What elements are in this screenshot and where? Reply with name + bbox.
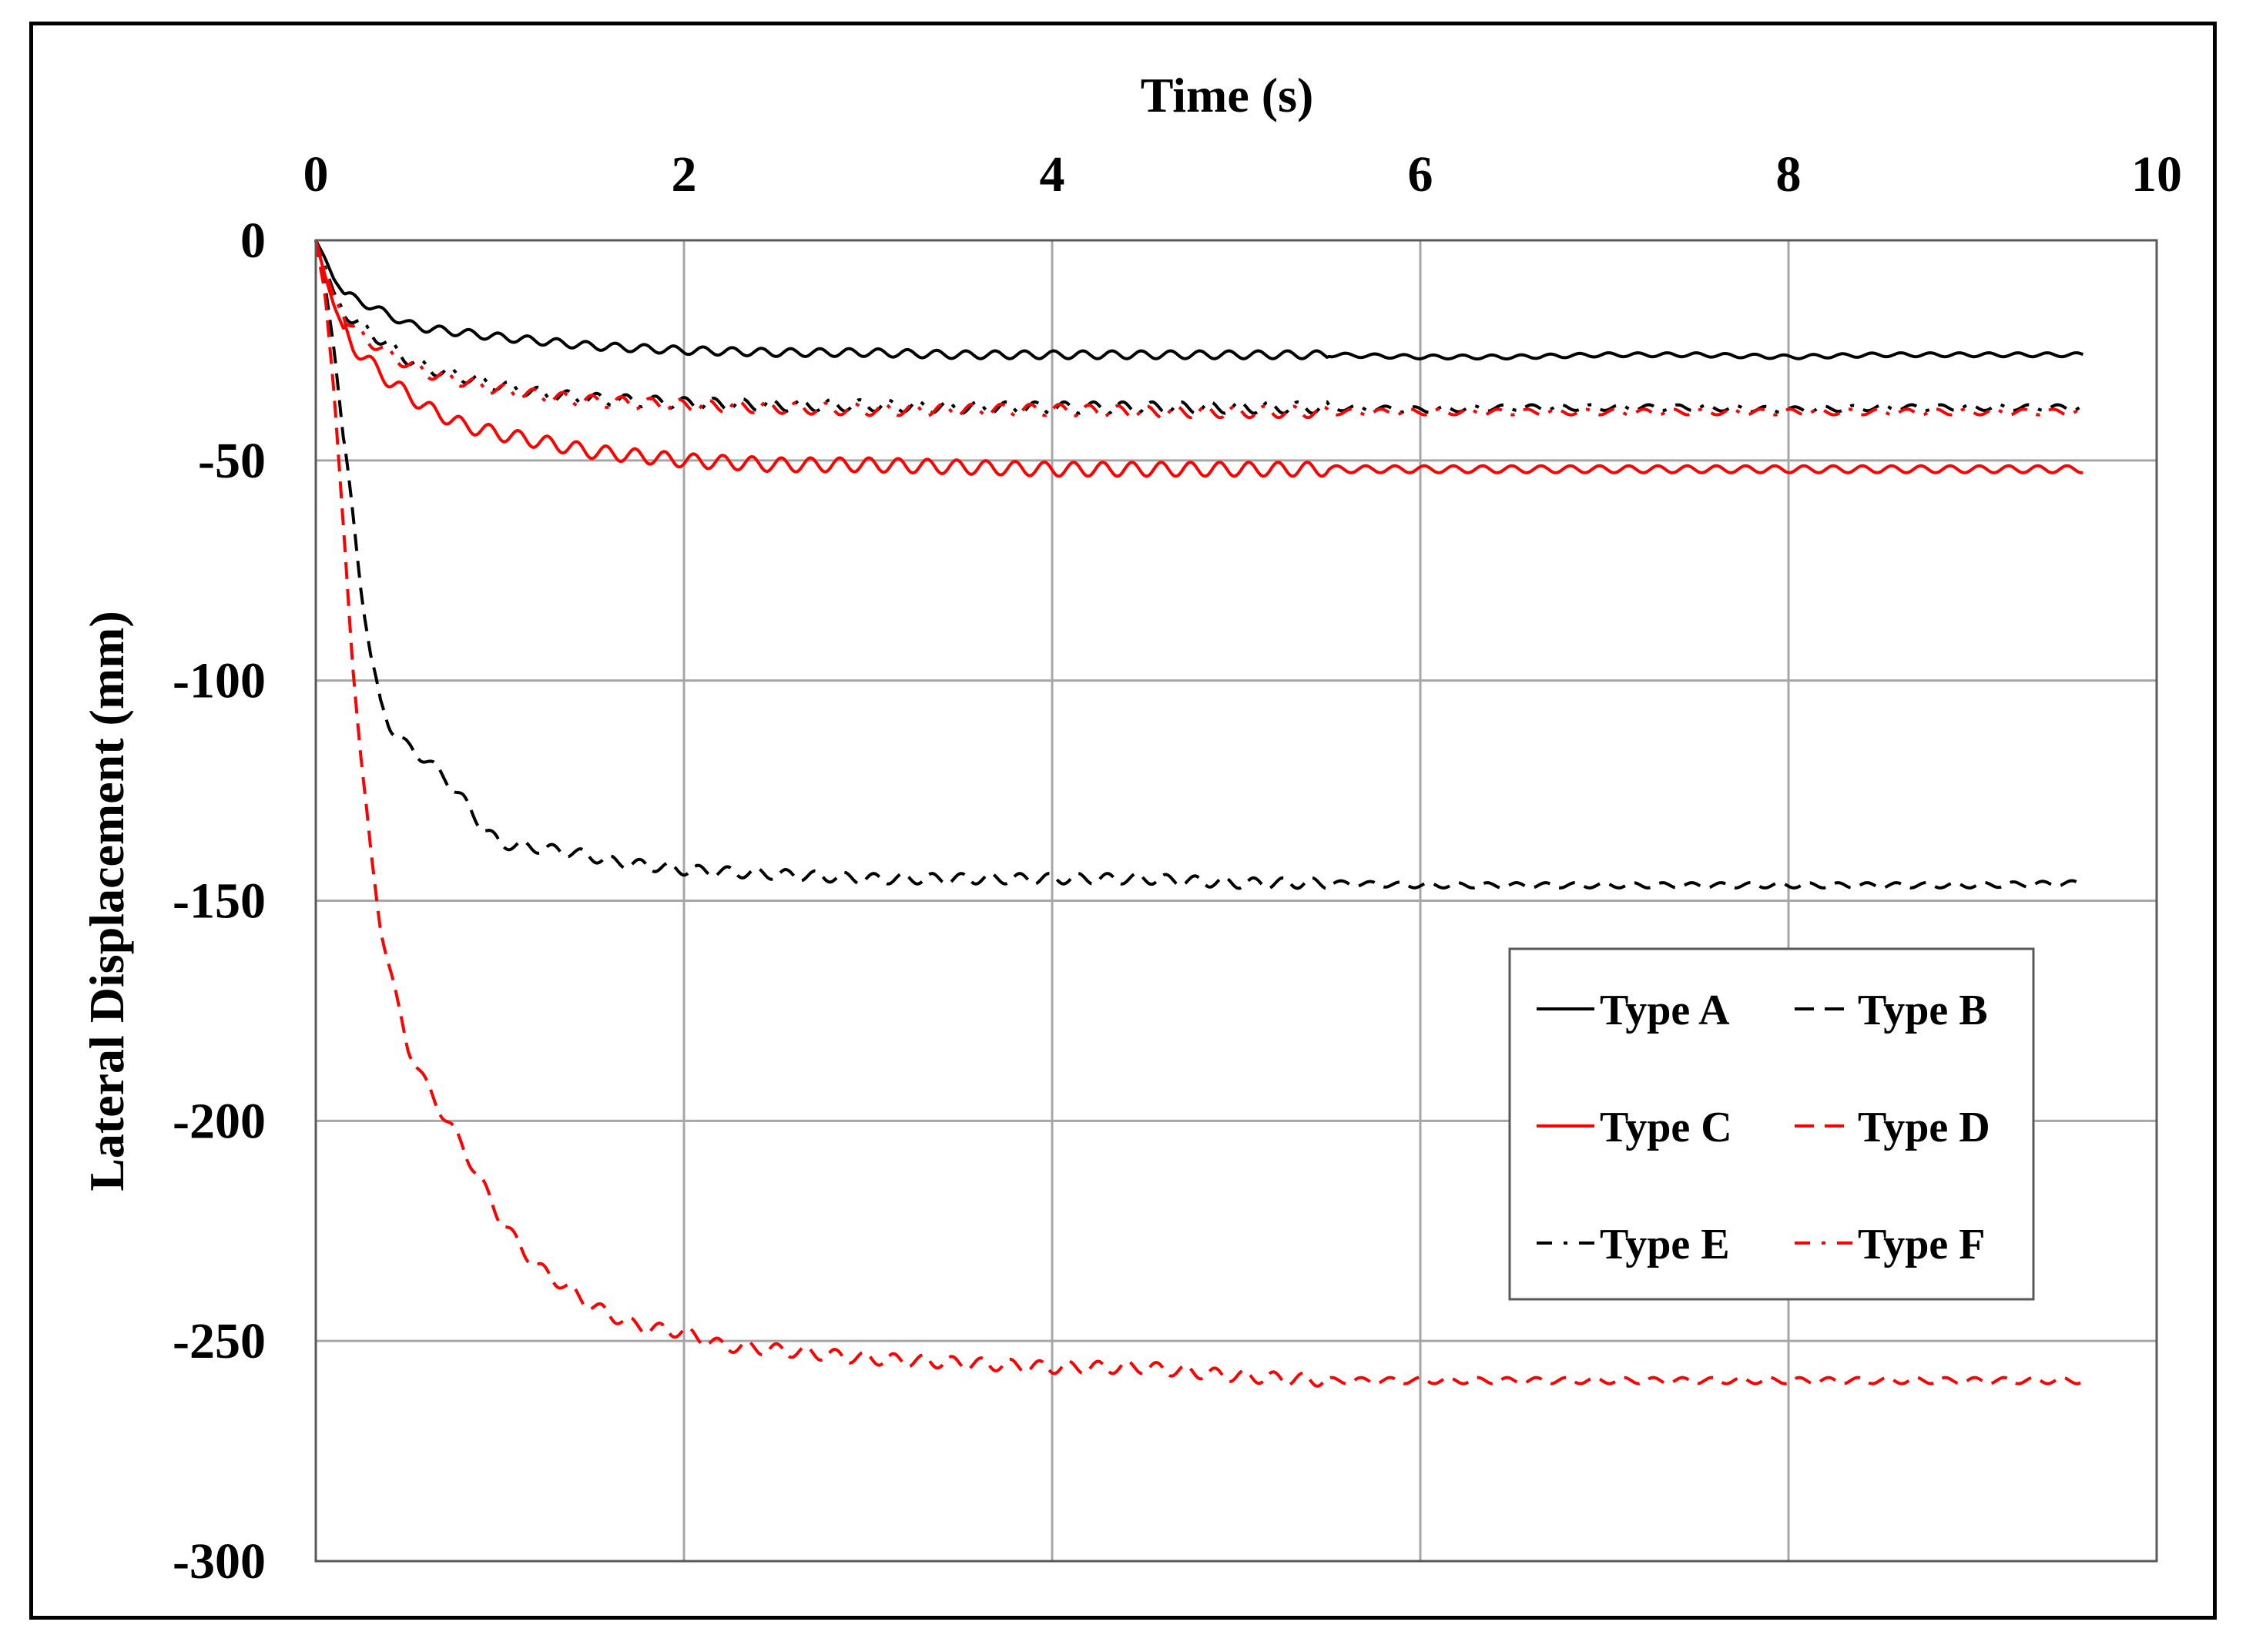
y-axis-title: Lateral Displacement (mm) (79, 611, 134, 1191)
series-line (314, 240, 2083, 478)
y-tick-label: 0 (240, 213, 266, 269)
tick-label-layer: 0 2 4 6 8 10 0 -50 -100 -150 -200 -250 -300 (173, 146, 2182, 1590)
legend-label: Type A (1600, 987, 1730, 1034)
x-axis-title: Time (s) (1141, 68, 1314, 122)
y-tick-label: -50 (198, 433, 266, 489)
legend-label: Type F (1858, 1221, 1985, 1268)
series-line (314, 240, 2084, 1388)
legend-entries: Type A Type B Type C Type D Type E Type F (1537, 987, 1990, 1268)
y-tick-label: -150 (173, 873, 266, 930)
y-tick-label: -300 (173, 1533, 266, 1590)
y-tick-label: -100 (173, 653, 266, 709)
legend-label: Type D (1858, 1104, 1990, 1151)
series-line (314, 240, 2084, 360)
grid-layer (314, 239, 2158, 1563)
y-tick-label: -250 (173, 1313, 266, 1369)
legend-label: Type B (1858, 987, 1988, 1034)
x-tick-label: 10 (2131, 146, 2182, 203)
x-tick-label: 0 (303, 146, 329, 203)
x-tick-label: 2 (672, 146, 697, 203)
series-layer (314, 240, 2084, 1388)
x-tick-label: 6 (1408, 146, 1433, 203)
series-line (314, 240, 2084, 415)
legend: Type A Type B Type C Type D Type E Type F (1508, 947, 2035, 1301)
legend-label: Type E (1600, 1221, 1730, 1268)
chart-frame (29, 22, 2217, 1620)
series-line (314, 240, 2084, 890)
legend-box (1508, 947, 2035, 1301)
y-tick-label: -200 (173, 1093, 266, 1149)
plot-area-border (314, 239, 2158, 1563)
x-tick-label: 8 (1776, 146, 1802, 203)
legend-label: Type C (1600, 1104, 1732, 1151)
x-tick-label: 4 (1040, 146, 1065, 203)
series-line (314, 240, 2083, 420)
